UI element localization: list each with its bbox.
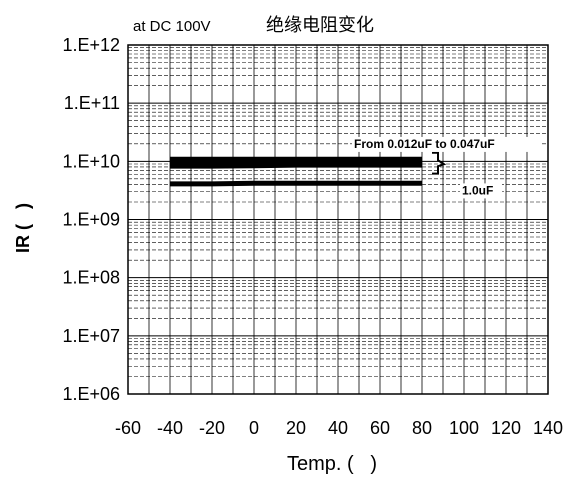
y-tick-label: 1.E+12 — [62, 35, 120, 55]
y-tick-label: 1.E+10 — [62, 151, 120, 171]
chart-title: 绝缘电阻变化 — [266, 15, 374, 35]
plot-frame — [127, 44, 549, 395]
x-tick-label: -60 — [115, 418, 141, 438]
legend-label-line: 1.0uF — [462, 183, 493, 197]
y-tick-label: 1.E+06 — [62, 384, 120, 404]
x-axis-label: Temp. ( ) — [287, 453, 377, 475]
legend-label-bg — [352, 136, 540, 152]
x-tick-label: 100 — [449, 418, 479, 438]
x-tick-label: 60 — [370, 418, 390, 438]
x-tick-label: 20 — [286, 418, 306, 438]
y-tick-label: 1.E+08 — [62, 268, 120, 288]
chart-subtitle: at DC 100V — [133, 18, 211, 35]
legend-bracket — [432, 151, 447, 175]
y-tick-label: 1.E+09 — [62, 210, 120, 230]
x-tick-label: -20 — [199, 418, 225, 438]
series-layer — [170, 156, 422, 187]
x-tick-labels: -60 -40 -20 0 20 40 60 80 100 120 140 — [115, 418, 563, 438]
x-tick-label: 40 — [328, 418, 348, 438]
series-line-1 — [170, 180, 422, 187]
x-tick-label: 80 — [412, 418, 432, 438]
y-tick-label: 1.E+07 — [62, 326, 120, 346]
x-tick-label: 120 — [491, 418, 521, 438]
grid — [128, 45, 548, 394]
annotations: From 0.012uF to 0.047uF 1.0uF — [352, 136, 540, 199]
series-band-0 — [170, 156, 422, 169]
x-tick-label: -40 — [157, 418, 183, 438]
legend-label-bg — [460, 183, 502, 199]
y-tick-label: 1.E+11 — [64, 93, 120, 113]
y-tick-labels: 1.E+12 1.E+11 1.E+10 1.E+09 1.E+08 1.E+07 1.E+… — [62, 35, 120, 404]
x-tick-label: 0 — [249, 418, 259, 438]
y-axis-label: IR ( ) — [13, 203, 33, 253]
x-tick-label: 140 — [533, 418, 563, 438]
legend-label-band: From 0.012uF to 0.047uF — [354, 137, 495, 151]
